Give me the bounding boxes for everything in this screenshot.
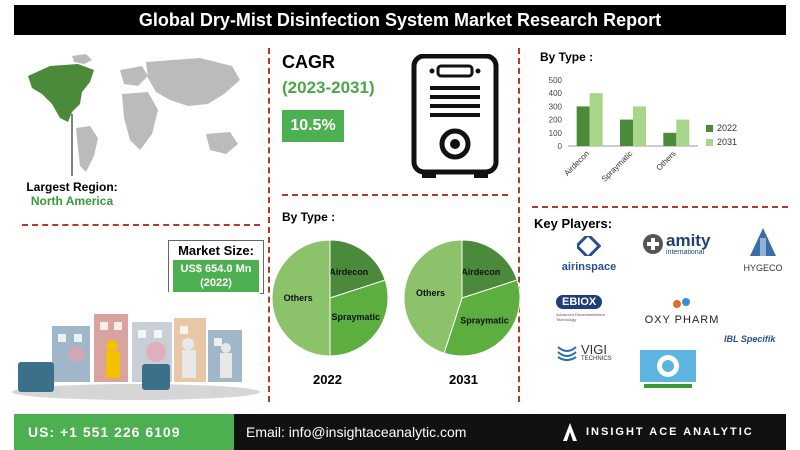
- vigi-text: VIGI: [581, 341, 608, 357]
- footer-email: Email: info@insightaceanalytic.com: [234, 414, 554, 450]
- market-size-box: Market Size: US$ 654.0 Mn (2022): [168, 240, 264, 294]
- pie-slice-others: [271, 239, 331, 357]
- divider-mid-horizontal: [282, 194, 508, 196]
- x-tick-label: Spraymatic: [600, 149, 635, 184]
- vigi-subtext: TECHNICS: [581, 355, 612, 362]
- legend-label-2022: 2022: [717, 123, 737, 133]
- bar-spraymatic-2031: [633, 106, 646, 146]
- legend-swatch-2022: [706, 125, 713, 132]
- brand-name: INSIGHT ACE ANALYTIC: [586, 426, 754, 438]
- y-tick-label: 0: [558, 142, 563, 151]
- hygeco-text: HYGECO: [743, 263, 783, 273]
- world-map-icon: [28, 54, 240, 176]
- cagr-value-badge: 10.5%: [282, 110, 344, 142]
- amity-plus-icon: [643, 234, 663, 254]
- dry-mist-device-icon: [411, 54, 499, 178]
- ebiox-subtext: Advanced Decontamination Technology: [556, 312, 605, 322]
- amity-subtext: international: [666, 249, 705, 256]
- airinspace-logo: airinspace: [556, 232, 622, 274]
- quality-company-logo-icon: [640, 350, 696, 388]
- pie-chart-2022: Airdecon Spraymatic Others: [271, 239, 389, 357]
- ebiox-text: EBIOX: [556, 295, 603, 309]
- divider-right-horizontal: [532, 206, 788, 208]
- pie-label-others: Others: [284, 293, 313, 303]
- cagr-title: CAGR: [282, 52, 335, 72]
- pie-slice-airdecon: [329, 239, 386, 299]
- report-title-bar: Global Dry-Mist Disinfection System Mark…: [14, 5, 786, 35]
- by-type-label-bars: By Type :: [540, 50, 594, 64]
- x-tick-label: Airdecon: [562, 149, 591, 178]
- y-tick-label: 300: [549, 102, 563, 111]
- y-tick-label: 100: [549, 129, 563, 138]
- footer-brand: INSIGHT ACE ANALYTIC: [554, 414, 786, 450]
- pie-label-airdecon: Airdecon: [461, 267, 500, 277]
- vigi-logo: VIGI TECHNICS: [556, 338, 622, 366]
- y-tick-label: 500: [549, 76, 563, 85]
- pie-slice-spraymatic: [329, 279, 389, 357]
- ibl-logo: IBL Specifik: [724, 320, 786, 350]
- phone-number: US: +1 551 226 6109: [28, 424, 181, 440]
- hygeco-building-icon: [750, 228, 776, 256]
- y-tick-label: 400: [549, 89, 563, 98]
- largest-region-label: Largest Region:: [26, 180, 118, 194]
- market-size-label: Market Size:: [178, 243, 254, 258]
- vigi-swirl-icon: [557, 346, 577, 361]
- amity-text: amity: [666, 231, 711, 250]
- pie-year-2031: 2031: [449, 372, 478, 387]
- x-tick-label: Others: [654, 149, 677, 172]
- pie-label-airdecon: Airdecon: [329, 267, 368, 277]
- market-size-year: (2022): [200, 277, 232, 289]
- legend-swatch-2031: [706, 139, 713, 146]
- ibl-text: IBL Specifik: [724, 334, 776, 344]
- legend-label-2031: 2031: [717, 137, 737, 147]
- ebiox-logo: EBIOX Advanced Decontamination Technolog…: [556, 292, 622, 322]
- pie-label-spraymatic: Spraymatic: [460, 316, 509, 326]
- oxypharm-logo: OXY PHARM: [640, 296, 724, 326]
- pie-year-2022: 2022: [313, 372, 342, 387]
- cagr-years: (2023-2031): [282, 78, 375, 97]
- divider-left: [268, 48, 270, 402]
- report-title: Global Dry-Mist Disinfection System Mark…: [138, 9, 662, 30]
- y-tick-label: 200: [549, 116, 563, 125]
- airinspace-text: airinspace: [561, 261, 617, 273]
- email-address: Email: info@insightaceanalytic.com: [246, 424, 467, 440]
- hygeco-logo: HYGECO: [740, 226, 786, 274]
- bar-spraymatic-2022: [620, 119, 633, 146]
- airinspace-mark-icon: [574, 232, 602, 260]
- by-type-label-pies: By Type :: [282, 210, 336, 224]
- largest-region-value: North America: [30, 194, 114, 208]
- pie-label-spraymatic: Spraymatic: [332, 312, 381, 322]
- brand-logo-icon: [563, 423, 577, 441]
- pie-slice-others: [403, 239, 463, 354]
- pie-slice-airdecon: [461, 239, 518, 299]
- cagr-value: 10.5%: [290, 117, 336, 134]
- divider-right: [518, 48, 520, 402]
- oxypharm-dots-icon: [673, 298, 690, 308]
- disinfection-illustration-icon: [12, 292, 260, 402]
- market-size-amount: US$ 654.0 Mn: [180, 263, 252, 275]
- pie-chart-2031: Airdecon Spraymatic Others: [403, 239, 521, 357]
- pie-slice-spraymatic: [443, 279, 521, 357]
- divider-left-horizontal: [22, 224, 260, 226]
- amity-logo: amity international: [642, 230, 734, 258]
- bar-airdecon-2031: [589, 93, 603, 146]
- bar-chart-by-type: 0 100 200 300 400 500 Airdecon Spraymatic Others…: [549, 76, 737, 184]
- footer-phone: US: +1 551 226 6109: [14, 414, 234, 450]
- bar-others-2022: [663, 132, 677, 146]
- oxypharm-text: OXY PHARM: [644, 314, 720, 326]
- bar-airdecon-2022: [576, 106, 590, 146]
- key-players-label: Key Players:: [534, 216, 613, 231]
- market-size-value: US$ 654.0 Mn (2022): [173, 260, 259, 292]
- bar-others-2031: [676, 119, 690, 146]
- pie-label-others: Others: [416, 288, 445, 298]
